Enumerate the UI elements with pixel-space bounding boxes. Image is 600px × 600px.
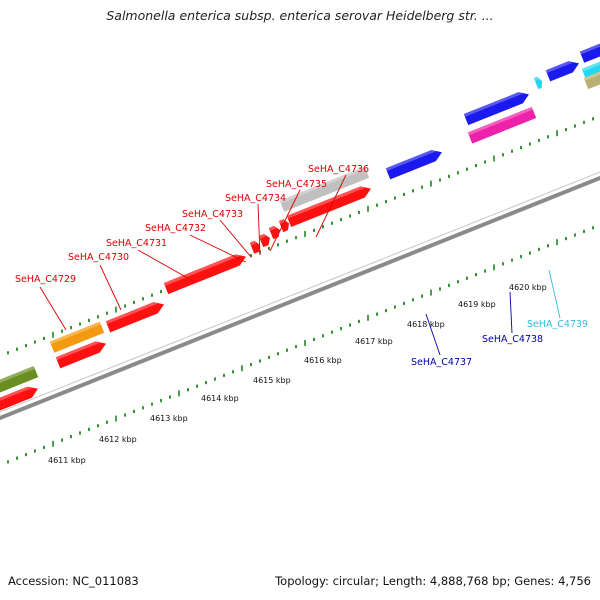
topology-info: Topology: circular; Length: 4,888,768 bp…: [275, 574, 591, 588]
gene-label: SeHA_C4733: [182, 209, 243, 220]
genome-backbone: [0, 171, 600, 421]
backbone-highlight: [0, 171, 600, 413]
gene-orange: [49, 321, 105, 353]
leader-line: [137, 249, 194, 282]
backbone-line: [0, 175, 600, 421]
gene-label: SeHA_C4736: [308, 164, 369, 175]
leader-line: [219, 219, 252, 258]
gene-grey: [279, 166, 370, 212]
leader-line: [315, 174, 347, 238]
gene-blue-d: [579, 43, 600, 63]
gene-red-small-2: [258, 233, 270, 248]
gene-khaki: [583, 68, 600, 90]
kbp-label: 4620 kbp: [509, 283, 547, 292]
gene-cyan: [581, 58, 600, 80]
kbp-label: 4617 kbp: [355, 337, 393, 346]
kbp-label: 4611 kbp: [48, 456, 86, 465]
leader-line: [425, 313, 441, 356]
gene-blue-c: [545, 61, 580, 82]
gene-red-b: [55, 341, 107, 369]
kbp-label: 4614 kbp: [201, 394, 239, 403]
gene-red-e: [286, 186, 372, 227]
gene-features: [0, 43, 600, 414]
kbp-label: 4616 kbp: [304, 356, 342, 365]
gene-red-a: [0, 386, 39, 414]
gene-red-small-1: [249, 240, 260, 254]
map-title: Salmonella enterica subsp. enterica sero…: [106, 8, 494, 23]
label-leaders: [39, 174, 561, 356]
gene-label: SeHA_C4732: [145, 223, 206, 234]
kbp-label: 4619 kbp: [458, 300, 496, 309]
leader-line: [99, 264, 122, 311]
kbp-label: 4615 kbp: [253, 376, 291, 385]
kbp-labels: 4611 kbp 4612 kbp 4613 kbp 4614 kbp 4615 kbp…: [48, 283, 547, 465]
gene-label: SeHA_C4734: [225, 193, 286, 204]
gene-red-small-4: [278, 219, 289, 233]
accession-text: Accession: NC_011083: [8, 574, 139, 588]
gene-red-d: [163, 254, 246, 295]
leader-line: [39, 286, 67, 331]
gene-label: SeHA_C4739: [527, 319, 588, 330]
gene-label: SeHA_C4735: [266, 179, 327, 190]
leader-line: [269, 189, 301, 252]
gene-magenta: [467, 106, 537, 144]
gene-red-small-3: [268, 225, 280, 240]
gene-label: SeHA_C4729: [15, 274, 76, 285]
kbp-label: 4618 kbp: [407, 320, 445, 329]
gene-olive: [0, 366, 39, 396]
gene-labels: SeHA_C4729 SeHA_C4730 SeHA_C4731 SeHA_C4732…: [15, 164, 588, 368]
gene-label: SeHA_C4737: [411, 357, 472, 368]
gene-blue-a: [385, 149, 442, 180]
gene-label: SeHA_C4738: [482, 334, 543, 345]
gene-cyan-small: [533, 76, 543, 90]
leader-line: [548, 269, 561, 319]
gene-label: SeHA_C4730: [68, 252, 129, 263]
gene-red-c: [105, 302, 165, 333]
inner-dotted-scale: [7, 226, 594, 464]
leader-line: [509, 291, 513, 334]
leader-line: [257, 203, 261, 256]
gene-label: SeHA_C4731: [106, 238, 167, 249]
leader-line: [189, 234, 247, 263]
gene-blue-b: [463, 92, 529, 126]
kbp-label: 4613 kbp: [150, 414, 188, 423]
kbp-label: 4612 kbp: [99, 435, 137, 444]
